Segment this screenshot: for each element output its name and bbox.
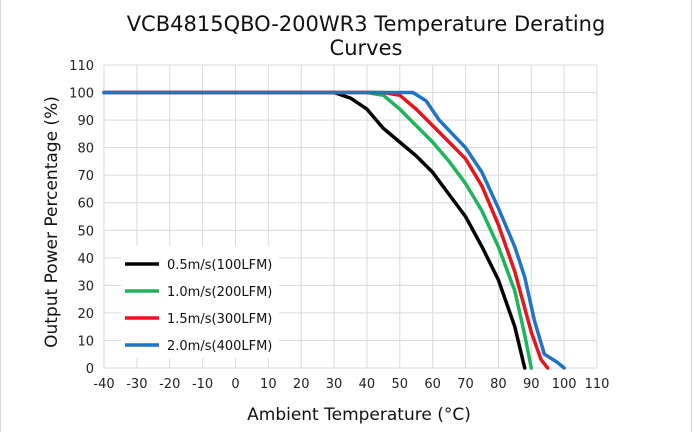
y-tick-label: 50: [77, 224, 94, 239]
y-tick-label: 70: [77, 169, 94, 184]
x-tick-label: 0: [231, 377, 239, 392]
chart-title-line-1: VCB4815QBO-200WR3 Temperature Derating: [127, 12, 606, 36]
x-tick-label: 50: [392, 377, 409, 392]
y-tick-label: 100: [69, 87, 94, 102]
x-tick-label: -10: [192, 377, 213, 392]
x-tick-label: -20: [159, 377, 180, 392]
x-tick-label: 40: [359, 377, 376, 392]
y-tick-label: 110: [69, 59, 94, 74]
x-tick-label: 20: [293, 377, 310, 392]
series-line: [102, 90, 550, 370]
x-tick-label: 70: [457, 377, 474, 392]
x-tick-label: 100: [552, 377, 577, 392]
x-tick-label: 80: [490, 377, 507, 392]
y-tick-label: 60: [77, 197, 94, 212]
series-line: [102, 90, 527, 370]
gridlines: [103, 64, 598, 369]
chart-title-line-2: Curves: [330, 36, 403, 60]
x-tick-label: 60: [424, 377, 441, 392]
x-axis-title: Ambient Temperature (°C): [247, 405, 471, 425]
series-line: [102, 90, 566, 370]
y-tick-label: 90: [77, 114, 94, 129]
x-tick-label: -30: [126, 377, 147, 392]
tick-labels: -40 -30 -20 -10 0 10 20 30 40 50 60 70 80 90 100 110 0 10…: [69, 59, 609, 392]
y-tick-label: 40: [77, 252, 94, 267]
legend: 0.5m/s(100LFM) 1.0m/s(200LFM) 1.5m/s(300LF…: [121, 246, 279, 358]
x-tick-label: 110: [585, 377, 610, 392]
x-tick-label: 10: [260, 377, 277, 392]
series-line: [102, 90, 534, 370]
legend-label: 2.0m/s(400LFM): [167, 339, 272, 354]
legend-label: 0.5m/s(100LFM): [167, 258, 272, 273]
legend-label: 1.5m/s(300LFM): [167, 312, 272, 327]
series-lines: [102, 90, 566, 370]
y-tick-label: 20: [77, 307, 94, 322]
x-tick-label: -40: [93, 377, 114, 392]
legend-label: 1.0m/s(200LFM): [167, 285, 272, 300]
y-tick-label: 30: [77, 279, 94, 294]
y-tick-label: 0: [86, 362, 94, 377]
y-tick-label: 10: [77, 334, 94, 349]
x-tick-label: 90: [523, 377, 540, 392]
y-tick-label: 80: [77, 142, 94, 157]
y-axis-title: Output Power Percentage (%): [42, 96, 62, 348]
x-tick-label: 30: [326, 377, 343, 392]
